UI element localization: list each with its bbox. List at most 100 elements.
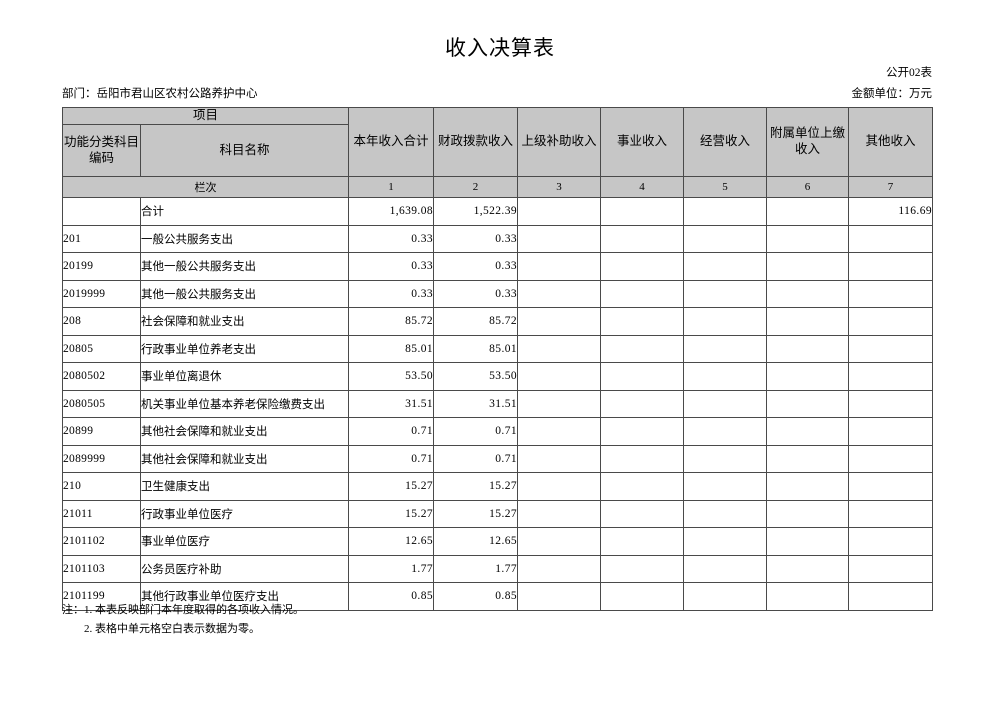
cell-value-3 (517, 252, 602, 281)
note-line-1: 注：1. 本表反映部门本年度取得的各项收入情况。 (62, 604, 304, 616)
cell-value-3 (517, 334, 602, 363)
cell-value-4 (600, 334, 685, 363)
amount-unit-label: 金额单位：万元 (851, 88, 933, 100)
cell-function-code: 20899 (62, 417, 141, 446)
cell-value-2: 1,522.39 (433, 197, 519, 226)
cell-function-code: 21011 (62, 499, 141, 528)
income-settlement-table: 项目 本年收入合计 财政拨款收入 上级补助收入 事业收入 经营收入 附属单位上缴… (61, 107, 934, 611)
header-col-5: 经营收入 (683, 107, 768, 177)
page-title: 收入决算表 (445, 36, 555, 60)
header-col-1: 本年收入合计 (348, 107, 435, 177)
form-code-label: 公开02表 (886, 67, 932, 79)
cell-value-1: 31.51 (348, 389, 435, 418)
cell-value-1: 1,639.08 (348, 197, 435, 226)
cell-value-2: 85.01 (433, 334, 519, 363)
cell-value-6 (766, 472, 850, 501)
cell-function-code: 208 (62, 307, 141, 336)
cell-value-1: 0.71 (348, 417, 435, 446)
cell-value-3 (517, 527, 602, 556)
cell-value-2: 1.77 (433, 554, 519, 583)
cell-value-7 (848, 417, 934, 446)
cell-value-1: 1.77 (348, 554, 435, 583)
table-row: 2101102 事业单位医疗 12.65 12.65 (62, 527, 934, 556)
cell-value-7: 116.69 (848, 197, 934, 226)
cell-value-1: 53.50 (348, 362, 435, 391)
note-line-2: 2. 表格中单元格空白表示数据为零。 (84, 623, 260, 636)
cell-subject-name: 社会保障和就业支出 (139, 307, 350, 336)
cell-value-1: 0.71 (348, 444, 435, 473)
cell-value-7 (848, 444, 934, 473)
cell-value-2: 31.51 (433, 389, 519, 418)
cell-value-6 (766, 554, 850, 583)
cell-value-5 (683, 444, 768, 473)
cell-value-4 (600, 417, 685, 446)
cell-value-6 (766, 307, 850, 336)
cell-function-code (62, 197, 141, 226)
cell-subject-name: 事业单位离退休 (139, 362, 350, 391)
cell-function-code: 20199 (62, 252, 141, 281)
cell-value-4 (600, 582, 685, 611)
cell-value-5 (683, 499, 768, 528)
cell-value-1: 15.27 (348, 472, 435, 501)
cell-value-1: 12.65 (348, 527, 435, 556)
column-number-2: 2 (433, 176, 519, 198)
cell-subject-name: 行政事业单位医疗 (139, 499, 350, 528)
table-row: 20805 行政事业单位养老支出 85.01 85.01 (62, 334, 934, 363)
cell-value-2: 0.71 (433, 444, 519, 473)
department-label: 部门：岳阳市君山区农村公路养护中心 (62, 88, 258, 100)
cell-value-5 (683, 527, 768, 556)
cell-value-4 (600, 527, 685, 556)
column-number-1: 1 (348, 176, 435, 198)
cell-value-6 (766, 444, 850, 473)
cell-value-7 (848, 252, 934, 281)
cell-value-2: 53.50 (433, 362, 519, 391)
cell-value-2: 0.85 (433, 582, 519, 611)
cell-value-1: 0.33 (348, 279, 435, 308)
cell-value-5 (683, 279, 768, 308)
cell-value-7 (848, 307, 934, 336)
cell-value-2: 15.27 (433, 472, 519, 501)
cell-value-4 (600, 362, 685, 391)
cell-value-5 (683, 472, 768, 501)
header-col-7: 其他收入 (848, 107, 934, 177)
cell-value-4 (600, 197, 685, 226)
column-number-4: 4 (600, 176, 685, 198)
header-col-2: 财政拨款收入 (433, 107, 519, 177)
cell-value-6 (766, 224, 850, 253)
cell-value-7 (848, 472, 934, 501)
cell-value-1: 0.33 (348, 224, 435, 253)
cell-value-6 (766, 334, 850, 363)
cell-value-1: 0.33 (348, 252, 435, 281)
cell-subject-name: 行政事业单位养老支出 (139, 334, 350, 363)
cell-value-3 (517, 197, 602, 226)
table-row: 2089999 其他社会保障和就业支出 0.71 0.71 (62, 444, 934, 473)
table-row: 2080502 事业单位离退休 53.50 53.50 (62, 362, 934, 391)
header-row-numbers: 栏次 1 2 3 4 5 6 7 (61, 176, 934, 198)
table-row: 2019999 其他一般公共服务支出 0.33 0.33 (62, 279, 934, 308)
cell-function-code: 2101103 (62, 554, 141, 583)
column-number-7: 7 (848, 176, 934, 198)
header-row-subcolumns: 功能分类科目编码 科目名称 (62, 124, 933, 177)
cell-value-3 (517, 362, 602, 391)
table-body: 合计 1,639.08 1,522.39 116.69 201 一般公共服务支出 0.33 0… (62, 197, 934, 611)
cell-function-code: 2080502 (62, 362, 141, 391)
column-number-5: 5 (683, 176, 768, 198)
cell-value-1: 0.85 (348, 582, 435, 611)
cell-subject-name: 合计 (139, 197, 350, 226)
cell-subject-name: 其他一般公共服务支出 (139, 252, 350, 281)
header-col-4: 事业收入 (600, 107, 685, 177)
cell-value-6 (766, 252, 850, 281)
cell-value-7 (848, 224, 934, 253)
cell-value-4 (600, 389, 685, 418)
column-number-label: 栏次 (61, 176, 350, 198)
cell-value-4 (600, 499, 685, 528)
cell-value-2: 15.27 (433, 499, 519, 528)
cell-value-4 (600, 279, 685, 308)
cell-value-2: 0.33 (433, 279, 519, 308)
header-row-group: 项目 本年收入合计 财政拨款收入 上级补助收入 事业收入 经营收入 附属单位上缴… (61, 107, 934, 177)
cell-value-3 (517, 499, 602, 528)
header-col-3: 上级补助收入 (517, 107, 602, 177)
cell-value-4 (600, 554, 685, 583)
cell-value-3 (517, 582, 602, 611)
cell-value-6 (766, 389, 850, 418)
